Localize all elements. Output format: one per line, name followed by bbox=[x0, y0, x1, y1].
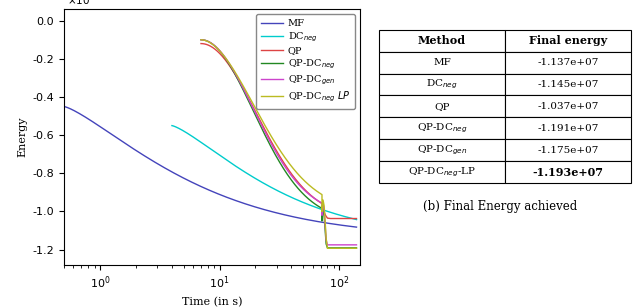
DC$_{neg}$ bbox=[301, 201, 309, 205]
QP-DC$_{gen}$ bbox=[220, 54, 228, 58]
QP-DC$_{gen}$ bbox=[256, 120, 264, 124]
QP-DC$_{neg}$ bbox=[324, 246, 332, 250]
QP-DC$_{gen}$ bbox=[321, 223, 329, 227]
QP bbox=[279, 160, 287, 164]
MF bbox=[244, 203, 252, 207]
QP bbox=[319, 206, 326, 209]
QP-DC$_{neg}$ $LP$ bbox=[220, 54, 228, 58]
X-axis label: Time (in s): Time (in s) bbox=[182, 297, 243, 307]
Y-axis label: Energy: Energy bbox=[17, 117, 27, 157]
Line: QP-DC$_{neg}$ $LP$: QP-DC$_{neg}$ $LP$ bbox=[201, 40, 356, 248]
QP-DC$_{gen}$ bbox=[305, 193, 313, 197]
MF bbox=[273, 211, 280, 215]
Line: QP: QP bbox=[201, 43, 356, 219]
Text: (b) Final Energy achieved: (b) Final Energy achieved bbox=[422, 200, 577, 213]
QP bbox=[241, 89, 248, 93]
QP-DC$_{neg}$ $LP$ bbox=[353, 246, 360, 250]
MF bbox=[156, 163, 163, 167]
QP-DC$_{neg}$ bbox=[197, 38, 205, 42]
QP bbox=[318, 217, 326, 221]
QP bbox=[287, 171, 294, 174]
QP bbox=[353, 217, 360, 220]
QP-DC$_{neg}$ bbox=[321, 229, 329, 233]
QP-DC$_{neg}$ $LP$ bbox=[305, 184, 313, 187]
QP-DC$_{neg}$ $LP$ bbox=[256, 114, 264, 118]
Line: DC$_{neg}$: DC$_{neg}$ bbox=[172, 126, 356, 220]
DC$_{neg}$ bbox=[353, 218, 360, 221]
Text: $\times10^7$: $\times10^7$ bbox=[67, 0, 95, 7]
MF bbox=[271, 211, 279, 214]
MF bbox=[176, 174, 184, 178]
DC$_{neg}$ bbox=[228, 162, 236, 166]
QP-DC$_{gen}$ bbox=[207, 41, 215, 45]
QP-DC$_{neg}$ $LP$ bbox=[218, 51, 225, 55]
QP-DC$_{gen}$ bbox=[324, 243, 332, 247]
QP-DC$_{neg}$ $LP$ bbox=[197, 38, 205, 42]
DC$_{neg}$ bbox=[190, 136, 198, 140]
DC$_{neg}$ bbox=[284, 194, 292, 198]
QP-DC$_{neg}$ bbox=[305, 198, 313, 201]
Line: MF: MF bbox=[64, 107, 356, 227]
QP-DC$_{neg}$ bbox=[256, 123, 264, 126]
QP bbox=[197, 42, 205, 45]
QP bbox=[228, 67, 236, 71]
DC$_{neg}$ bbox=[302, 202, 310, 205]
QP-DC$_{neg}$ $LP$ bbox=[207, 42, 215, 45]
QP-DC$_{gen}$ bbox=[197, 38, 205, 42]
DC$_{neg}$ bbox=[241, 170, 249, 174]
QP-DC$_{neg}$ bbox=[207, 41, 215, 45]
MF bbox=[353, 225, 360, 229]
QP-DC$_{gen}$ bbox=[353, 243, 360, 247]
QP-DC$_{neg}$ bbox=[218, 51, 225, 55]
Line: QP-DC$_{gen}$: QP-DC$_{gen}$ bbox=[201, 40, 356, 245]
QP-DC$_{neg}$ $LP$ bbox=[324, 246, 332, 250]
QP-DC$_{neg}$ $LP$ bbox=[321, 219, 329, 223]
QP-DC$_{gen}$ bbox=[218, 51, 225, 55]
Legend: MF, DC$_{neg}$, QP, QP-DC$_{neg}$, QP-DC$_{gen}$, QP-DC$_{neg}$ $LP$: MF, DC$_{neg}$, QP, QP-DC$_{neg}$, QP-DC… bbox=[257, 14, 355, 109]
QP-DC$_{neg}$ bbox=[353, 246, 360, 250]
QP bbox=[206, 44, 214, 48]
DC$_{neg}$ bbox=[168, 124, 176, 128]
Line: QP-DC$_{neg}$: QP-DC$_{neg}$ bbox=[201, 40, 356, 248]
QP-DC$_{neg}$ bbox=[220, 54, 228, 58]
MF bbox=[60, 105, 68, 108]
MF bbox=[95, 124, 103, 128]
